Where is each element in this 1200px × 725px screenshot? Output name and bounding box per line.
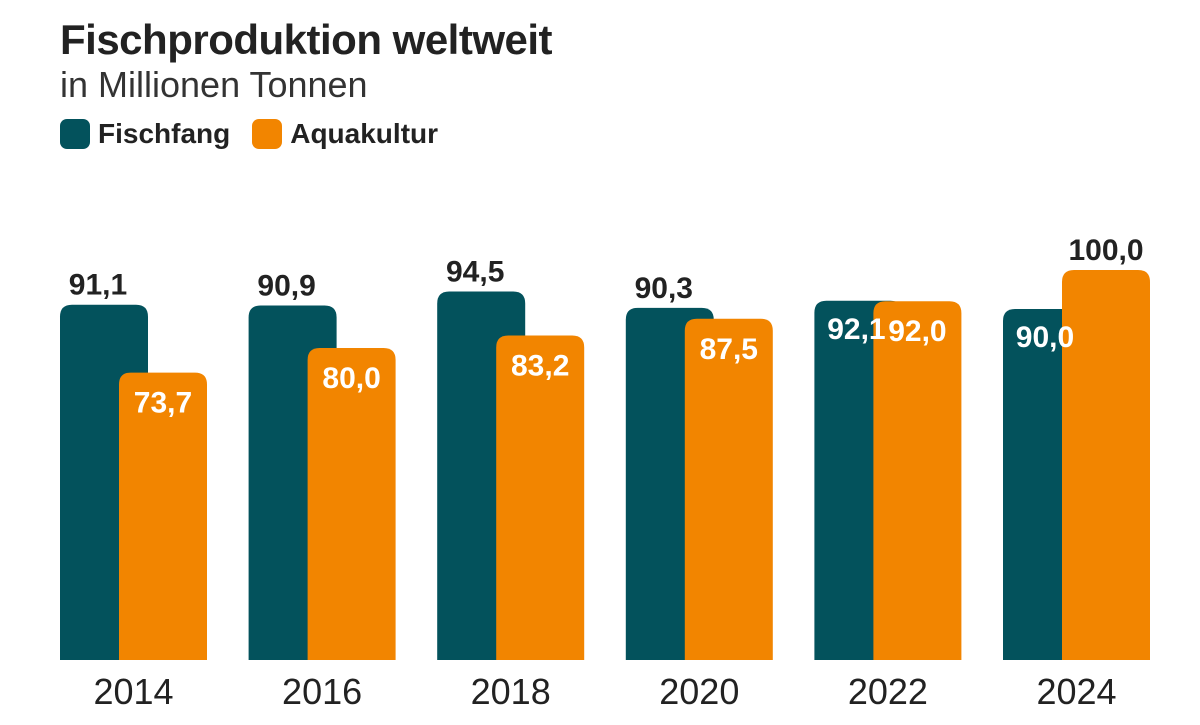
data-label-aquakultur: 73,7	[134, 387, 192, 420]
x-tick-label: 2018	[471, 671, 551, 712]
data-label-aquakultur: 80,0	[322, 362, 380, 395]
data-label-fischfang: 90,9	[257, 269, 315, 302]
x-tick-label: 2014	[93, 671, 173, 712]
legend-swatch-aquakultur	[252, 119, 283, 149]
data-label-aquakultur: 83,2	[511, 350, 569, 383]
bar-aquakultur-2024	[1062, 270, 1150, 660]
legend-item-fischfang: Fischfang	[60, 118, 230, 150]
legend: Fischfang Aquakultur	[60, 118, 460, 150]
data-label-aquakultur: 92,0	[888, 315, 946, 348]
bar-aquakultur-2020	[684, 318, 773, 660]
legend-label: Aquakultur	[290, 118, 439, 149]
bar-aquakultur-2022	[873, 301, 962, 660]
x-tick-label: 2020	[659, 671, 739, 712]
data-label-fischfang: 91,1	[69, 269, 127, 302]
bar-aquakultur-2014	[119, 372, 207, 660]
data-label-fischfang: 94,5	[446, 255, 504, 288]
x-tick-label: 2024	[1036, 671, 1116, 712]
data-label-fischfang: 90,0	[1016, 321, 1074, 354]
data-label-fischfang: 92,1	[827, 313, 885, 346]
legend-swatch-fischfang	[60, 119, 90, 149]
x-tick-label: 2022	[848, 671, 928, 712]
legend-item-aquakultur: Aquakultur	[252, 118, 438, 150]
x-tick-label: 2016	[282, 671, 362, 712]
bar-aquakultur-2018	[496, 335, 585, 660]
bar-aquakultur-2016	[307, 348, 396, 660]
chart-subtitle: in Millionen Tonnen	[60, 64, 368, 105]
data-label-aquakultur: 87,5	[700, 333, 758, 366]
chart-title: Fischproduktion weltweit	[60, 16, 553, 63]
data-label-fischfang: 90,3	[635, 272, 693, 305]
legend-label: Fischfang	[98, 118, 231, 149]
data-label-aquakultur: 100,0	[1068, 234, 1143, 267]
